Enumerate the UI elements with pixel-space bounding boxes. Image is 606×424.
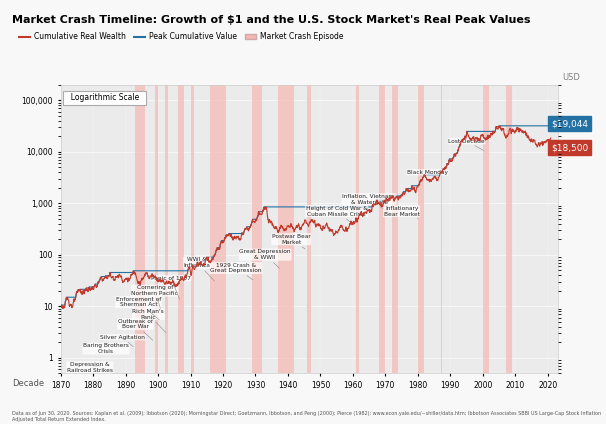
Text: WWI &
Influenza: WWI & Influenza	[184, 257, 215, 281]
Bar	[505, 85, 512, 373]
Text: Depression &
Railroad Strikes: Depression & Railroad Strikes	[67, 362, 113, 373]
Text: Outbreak of
Boer War: Outbreak of Boer War	[118, 318, 153, 340]
Text: Height of Cold War &
Cuban Missile Crisis: Height of Cold War & Cuban Missile Crisi…	[306, 206, 368, 225]
Bar	[307, 85, 311, 373]
Text: Lost Decade: Lost Decade	[448, 139, 485, 151]
Bar	[379, 85, 385, 373]
Text: Great Depression
& WWII: Great Depression & WWII	[239, 249, 291, 268]
Text: Data as of Jun 30, 2020. Sources: Kaplan et al. (2009); Ibbotson (2020); Morning: Data as of Jun 30, 2020. Sources: Kaplan…	[12, 411, 601, 422]
Bar	[392, 85, 398, 373]
Bar	[165, 85, 168, 373]
Legend: Cumulative Real Wealth, Peak Cumulative Value, Market Crash Episode: Cumulative Real Wealth, Peak Cumulative …	[16, 29, 347, 45]
Text: $18,500: $18,500	[551, 143, 588, 152]
Bar	[178, 85, 184, 373]
Text: Logarithmic Scale: Logarithmic Scale	[65, 93, 144, 103]
Text: Black Monday: Black Monday	[407, 170, 448, 181]
Text: Panic of 1907: Panic of 1907	[151, 276, 191, 299]
Text: Inflation, Vietnam,
& Watergate: Inflation, Vietnam, & Watergate	[342, 194, 396, 213]
Bar	[483, 85, 489, 373]
Bar	[210, 85, 226, 373]
Bar	[252, 85, 262, 373]
Text: Inflationary
Bear Market: Inflationary Bear Market	[384, 206, 419, 219]
Bar	[278, 85, 295, 373]
Text: 1929 Crash &
Great Depression: 1929 Crash & Great Depression	[210, 262, 262, 280]
Text: Enforcement of
Sherman Act: Enforcement of Sherman Act	[116, 297, 161, 320]
Bar	[155, 85, 158, 373]
Text: USD: USD	[562, 73, 581, 82]
Bar	[441, 85, 442, 373]
Text: Rich Man's
Panic: Rich Man's Panic	[133, 309, 166, 332]
Bar	[356, 85, 359, 373]
Text: $19,044: $19,044	[551, 119, 588, 128]
Text: Postwar Bear
Market: Postwar Bear Market	[272, 234, 310, 249]
Bar	[135, 85, 145, 373]
Text: Silver Agitation: Silver Agitation	[100, 335, 145, 347]
Text: Decade: Decade	[12, 379, 44, 388]
Text: Market Crash Timeline: Growth of $1 and the U.S. Stock Market's Real Peak Values: Market Crash Timeline: Growth of $1 and …	[12, 15, 531, 25]
Bar	[190, 85, 194, 373]
Text: Cornering of
Northern Pacific: Cornering of Northern Pacific	[132, 285, 178, 309]
Bar	[418, 85, 424, 373]
Text: Baring Brothers
Crisis: Baring Brothers Crisis	[83, 343, 129, 355]
